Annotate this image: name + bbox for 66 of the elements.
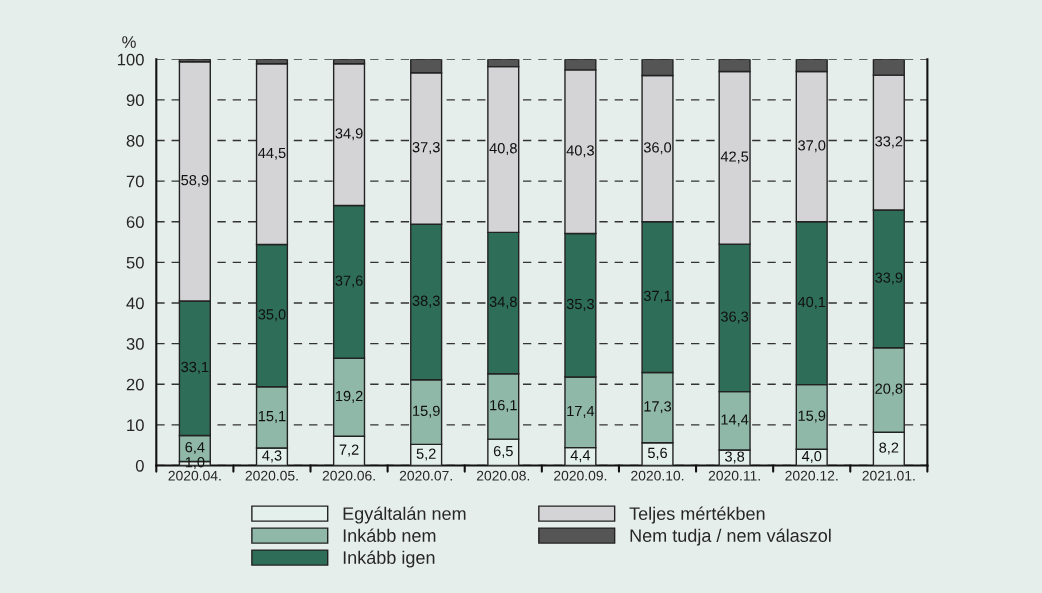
data-label: 16,1 xyxy=(490,399,517,413)
legend-label: Inkább nem xyxy=(343,528,436,543)
x-tick-label: 2020.10. xyxy=(631,470,684,481)
data-label: 6,4 xyxy=(185,442,205,455)
y-tick-label: 90 xyxy=(126,94,144,107)
y-tick-label: 20 xyxy=(126,378,144,391)
data-label: 6,5 xyxy=(493,445,513,458)
data-label: 17,4 xyxy=(567,406,595,418)
legend-label: Teljes mértékben xyxy=(629,506,765,524)
x-tick-label: 2020.05. xyxy=(245,470,298,481)
x-tick-label: 2020.08. xyxy=(476,470,530,481)
y-tick-label: 100 xyxy=(117,53,144,66)
data-label: 4,4 xyxy=(570,450,591,463)
x-tick-label: 2021.01. xyxy=(862,470,915,481)
data-label: 3,8 xyxy=(725,451,745,464)
data-label: 15,1 xyxy=(258,411,286,424)
data-label: 38,3 xyxy=(412,295,440,308)
data-label: 33,9 xyxy=(875,272,903,285)
data-label: 44,5 xyxy=(258,147,286,160)
data-label: 33,2 xyxy=(875,136,903,149)
data-label: 36,0 xyxy=(643,142,672,155)
data-label: 15,9 xyxy=(413,405,440,418)
data-label: 5,6 xyxy=(647,447,667,460)
data-label: 37,6 xyxy=(335,275,363,288)
y-tick-label: 40 xyxy=(126,297,144,310)
data-label: 35,0 xyxy=(258,309,286,322)
data-label: 4,3 xyxy=(262,450,282,463)
x-tick-label: 2020.09. xyxy=(554,470,607,481)
data-label: 36,3 xyxy=(720,311,749,324)
data-label: 15,9 xyxy=(798,410,826,423)
data-label: 35,3 xyxy=(566,298,594,311)
data-label: 17,3 xyxy=(644,401,672,414)
legend-label: Egyáltalán nem xyxy=(343,506,466,524)
data-label: 20,8 xyxy=(875,383,903,396)
x-tick-label: 2020.06. xyxy=(322,470,375,481)
data-label: 5,2 xyxy=(416,448,436,461)
data-label: 37,3 xyxy=(412,142,440,155)
x-tick-label: 2020.07. xyxy=(399,470,452,481)
data-label: 34,9 xyxy=(335,128,363,141)
data-label: 58,9 xyxy=(181,174,209,187)
data-label: 19,2 xyxy=(335,390,363,403)
data-label: 7,2 xyxy=(339,444,359,457)
data-label: 8,2 xyxy=(879,442,899,455)
y-tick-label: 30 xyxy=(126,338,144,350)
y-axis-title: % xyxy=(122,36,136,48)
data-label: 37,1 xyxy=(643,290,671,303)
y-tick-label: 80 xyxy=(126,134,144,147)
legend-label: Inkább igen xyxy=(343,550,435,568)
data-label: 34,8 xyxy=(489,296,517,309)
y-tick-label: 10 xyxy=(127,419,144,432)
data-label: 40,3 xyxy=(566,145,594,158)
y-tick-label: 50 xyxy=(126,256,144,269)
data-label: 14,4 xyxy=(721,414,749,427)
data-label: 37,0 xyxy=(798,140,826,153)
x-tick-label: 2020.11. xyxy=(708,470,760,481)
y-tick-label: 0 xyxy=(135,459,144,472)
x-tick-label: 2020.04. xyxy=(168,470,221,481)
legend-label: Nem tudja / nem válaszol xyxy=(630,528,831,546)
y-tick-label: 60 xyxy=(126,216,144,228)
data-label: 40,8 xyxy=(489,143,517,156)
data-label: 42,5 xyxy=(720,151,749,164)
data-label: 40,1 xyxy=(797,296,826,309)
data-label: 4,0 xyxy=(801,450,822,464)
data-label: 33,1 xyxy=(181,361,209,374)
x-tick-label: 2020.12. xyxy=(785,470,838,481)
y-tick-label: 70 xyxy=(126,175,144,188)
